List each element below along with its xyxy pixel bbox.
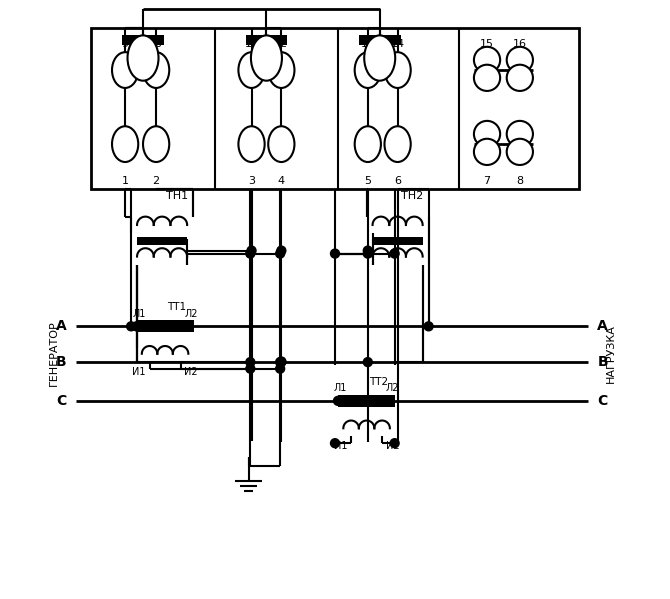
Circle shape [246,358,255,367]
Bar [137,237,187,244]
Text: C: C [598,394,608,408]
Circle shape [390,249,399,258]
Text: A: A [56,319,67,333]
Text: 14: 14 [391,40,405,49]
Bar [373,237,423,244]
Ellipse shape [268,52,294,88]
Text: 15: 15 [480,40,494,49]
Ellipse shape [127,35,159,81]
Ellipse shape [385,126,411,162]
Bar [338,395,395,407]
Circle shape [127,322,135,331]
Text: 9: 9 [121,40,129,49]
Text: 10: 10 [149,40,163,49]
Text: 11: 11 [245,40,259,49]
Ellipse shape [143,52,170,88]
Circle shape [132,322,141,331]
Text: 2: 2 [153,176,159,186]
Circle shape [275,358,285,367]
Circle shape [363,249,373,258]
Text: И2: И2 [184,367,198,377]
Ellipse shape [112,52,138,88]
Text: ТТ2: ТТ2 [369,377,388,386]
Ellipse shape [364,35,395,81]
Bar [246,35,287,45]
Text: ГЕНЕРАТОР: ГЕНЕРАТОР [49,320,58,386]
Circle shape [277,357,286,366]
Ellipse shape [354,52,381,88]
Text: 4: 4 [278,176,285,186]
Circle shape [277,358,286,367]
Text: A: A [598,319,608,333]
Text: Л1: Л1 [334,383,347,393]
Text: 3: 3 [248,176,255,186]
Ellipse shape [507,121,533,147]
Circle shape [363,246,373,255]
Text: 12: 12 [274,40,288,49]
Ellipse shape [507,139,533,165]
Text: ТН1: ТН1 [165,191,188,201]
Bar [90,28,580,189]
Text: Л2: Л2 [386,383,399,393]
Ellipse shape [268,126,294,162]
Text: НАГРУЗКА: НАГРУЗКА [606,323,616,383]
Text: 8: 8 [517,176,523,186]
Circle shape [424,322,433,331]
Text: 5: 5 [364,176,371,186]
Ellipse shape [474,47,500,73]
Ellipse shape [474,121,500,147]
Text: И2: И2 [386,441,399,452]
Text: 13: 13 [360,40,375,49]
Bar [122,35,164,45]
Ellipse shape [385,52,411,88]
Circle shape [275,249,285,258]
Text: B: B [56,355,67,369]
Circle shape [246,249,255,258]
Text: Л1: Л1 [132,308,145,319]
Text: И1: И1 [334,441,347,452]
Text: C: C [56,394,67,408]
Ellipse shape [143,126,170,162]
Circle shape [275,364,285,373]
Text: 16: 16 [513,40,527,49]
Ellipse shape [474,139,500,165]
Circle shape [247,246,256,255]
Ellipse shape [507,47,533,73]
Ellipse shape [251,35,282,81]
Ellipse shape [354,126,381,162]
Text: 6: 6 [394,176,401,186]
Circle shape [363,358,373,367]
Ellipse shape [507,65,533,91]
Text: 1: 1 [122,176,129,186]
Bar [137,320,194,332]
Text: 7: 7 [484,176,490,186]
Circle shape [390,438,399,447]
Ellipse shape [474,65,500,91]
Text: B: B [598,355,608,369]
Circle shape [330,438,340,447]
Bar [359,35,401,45]
Ellipse shape [239,52,265,88]
Circle shape [330,249,340,258]
Text: ТН2: ТН2 [401,191,423,201]
Text: И1: И1 [132,367,145,377]
Ellipse shape [239,126,265,162]
Text: ТТ1: ТТ1 [168,302,186,312]
Text: Л2: Л2 [184,308,198,319]
Circle shape [277,246,286,255]
Circle shape [246,364,255,373]
Ellipse shape [112,126,138,162]
Circle shape [334,397,342,406]
